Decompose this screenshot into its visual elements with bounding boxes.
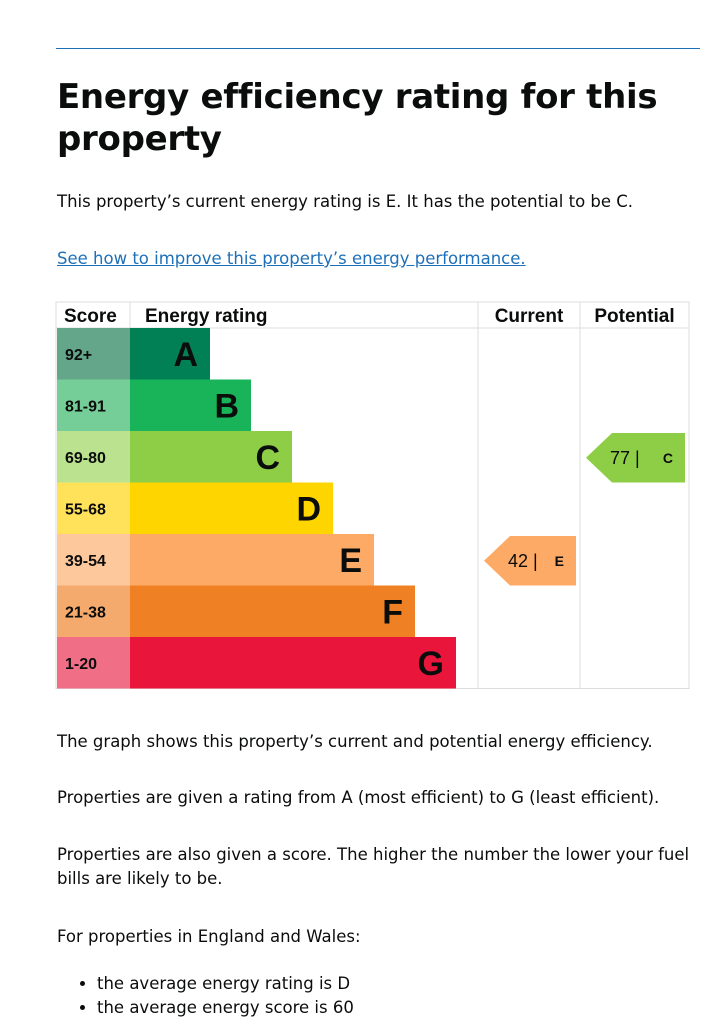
score-cell (57, 328, 131, 380)
score-range: 55-68 (65, 501, 106, 518)
current-rating-arrow-letter: E (555, 553, 564, 569)
section-divider (56, 48, 700, 49)
rating-bar-g (130, 637, 456, 689)
rating-bar-a (130, 328, 210, 380)
chart-frame (55, 301, 690, 689)
rating-bar-d (130, 482, 333, 534)
band-letter: F (382, 593, 403, 631)
chart-headers: Score Energy rating Current Potential (64, 306, 675, 327)
score-explanation: Properties are also given a score. The h… (57, 845, 690, 888)
chart-arrows: 42 | E 77 | C (484, 433, 685, 586)
graph-explanation: The graph shows this property’s current … (57, 732, 653, 751)
average-facts-list: the average energy rating is D the avera… (57, 972, 354, 1020)
band-letter: D (296, 490, 321, 528)
list-item: the average energy rating is D (97, 972, 354, 996)
rating-bar-c (130, 431, 292, 483)
page-title: Energy efficiency rating for this proper… (57, 77, 658, 159)
rating-bar-b (130, 379, 251, 431)
potential-rating-arrow-shape (586, 433, 685, 483)
score-cell (57, 379, 131, 431)
header-potential: Potential (594, 306, 674, 327)
chart-grid (55, 301, 690, 689)
score-cell (57, 534, 131, 586)
score-cell (57, 637, 131, 689)
rating-bar-e (130, 534, 374, 586)
score-range: 81-91 (65, 398, 106, 415)
potential-rating-arrow: 77 | C (586, 433, 685, 483)
potential-rating-arrow-letter: C (663, 450, 673, 466)
current-rating-arrow: 42 | E (484, 536, 576, 586)
score-range: 21-38 (65, 604, 106, 621)
band-letter: E (339, 542, 362, 580)
band-letter: G (418, 645, 444, 683)
score-range: 1-20 (65, 656, 97, 673)
list-item: the average energy score is 60 (97, 996, 354, 1020)
header-energy-rating: Energy rating (145, 306, 267, 327)
region-intro: For properties in England and Wales: (57, 927, 361, 946)
improve-energy-link[interactable]: See how to improve this property’s energ… (57, 249, 526, 268)
score-range: 39-54 (65, 553, 106, 570)
potential-rating-arrow-score: 77 | (610, 448, 640, 468)
score-cell (57, 482, 131, 534)
current-rating-arrow-score: 42 | (508, 551, 538, 571)
rating-explanation: Properties are given a rating from A (mo… (57, 788, 660, 807)
rating-bar-f (130, 585, 415, 637)
score-range: 92+ (65, 347, 92, 364)
header-score: Score (64, 306, 117, 327)
header-current: Current (495, 306, 564, 327)
band-letter: C (255, 439, 280, 477)
rating-summary: This property’s current energy rating is… (57, 192, 634, 211)
score-range: 69-80 (65, 450, 106, 467)
band-letter: A (173, 336, 198, 374)
band-letter: B (214, 387, 239, 425)
chart-bands: 92+ A 81-91 B 69-80 C 55-68 D 39-54 E 21-38 F 1-20 G (57, 328, 456, 689)
score-cell (57, 431, 131, 483)
current-rating-arrow-shape (484, 536, 576, 586)
score-cell (57, 585, 131, 637)
